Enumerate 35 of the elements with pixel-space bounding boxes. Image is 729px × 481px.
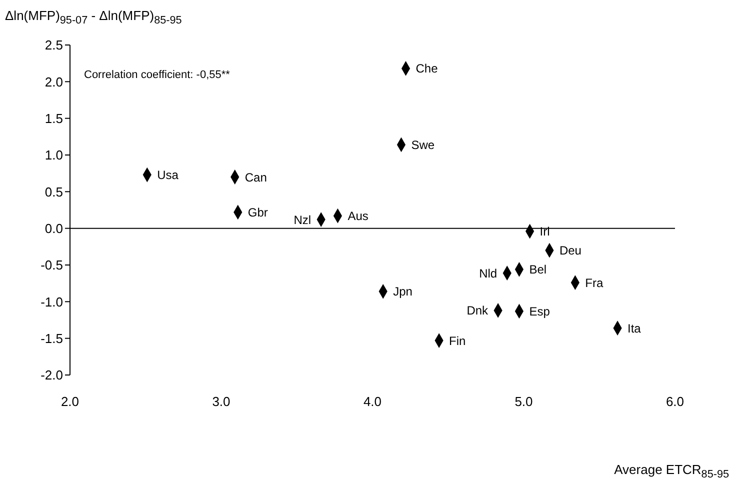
annotation: Correlation coefficient: -0,55** [84,69,230,81]
x-axis-title: Average ETCR$_{85-95}$ [614,462,729,481]
y-tick-label: -1.0 [40,294,63,310]
annotation: Nzl [294,212,312,227]
y-tick-label: -1.5 [40,330,63,346]
y-tick-label: 2.0 [44,74,63,90]
x-tick-label: 6.0 [666,394,684,410]
annotation: Nld [479,266,498,280]
y-tick-label: 2.5 [44,38,63,53]
annotation: Deu [559,244,582,258]
y-tick-label: -0.5 [40,258,63,273]
annotation: Gbr [248,205,268,220]
y-tick-label: 1.5 [44,110,63,126]
annotation: Ita [628,321,642,336]
annotation: Fra [585,276,604,290]
annotation: Dnk [466,304,490,318]
x-tick-label: 4.0 [363,394,382,410]
x-tick-label: 2.0 [60,394,80,410]
y-tick-label: -2.0 [40,368,63,383]
annotation: Jpn [393,284,412,299]
annotation: Esp [529,304,550,318]
annotation: Bel [529,262,547,277]
annotation: Usa [157,168,179,182]
annotation: Can [244,170,267,184]
annotation: Che [416,62,438,76]
annotation: Aus [348,209,368,224]
y-tick-label: 0.5 [44,184,63,200]
x-tick-label: 5.0 [514,394,533,410]
y-tick-label: 0.0 [44,220,63,236]
y-tick-label: 1.0 [44,148,63,163]
annotation: Swe [411,138,435,152]
annotation: Irl [540,224,550,239]
x-tick-label: 3.0 [212,394,230,410]
y-axis-title: Δln(MFP)$_{95-07}$ - Δln(MFP)$_{85-95}$ [5,8,182,27]
annotation: Fin [449,334,466,348]
